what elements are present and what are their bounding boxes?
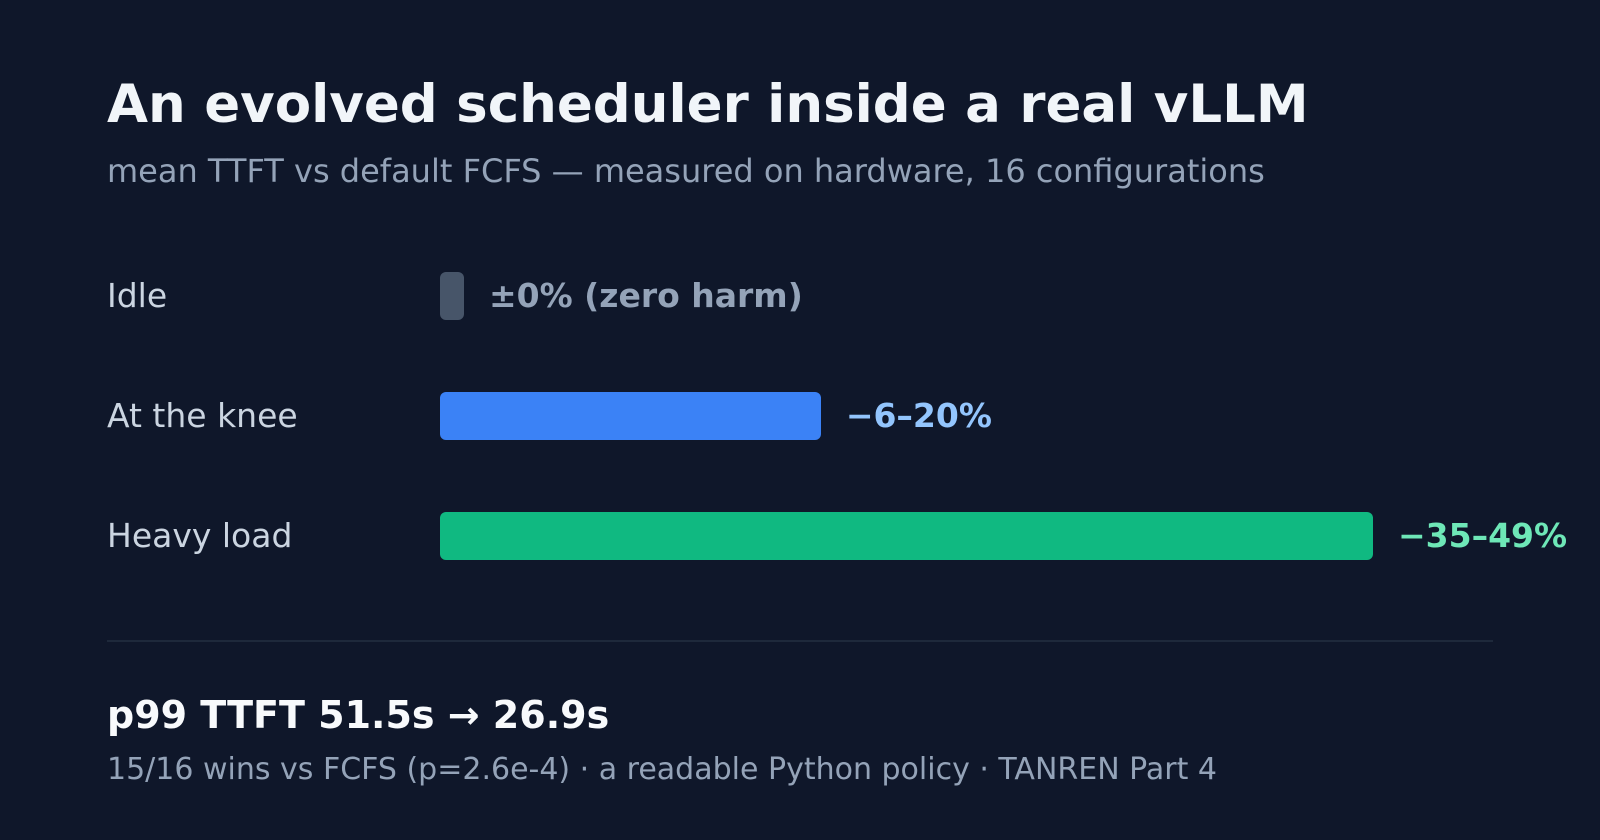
value-label: −6–20% xyxy=(845,396,992,435)
bar xyxy=(440,392,821,440)
chart-subtitle: mean TTFT vs default FCFS — measured on … xyxy=(107,152,1265,190)
category-label: Heavy load xyxy=(107,516,293,555)
bar xyxy=(440,512,1373,560)
bar xyxy=(440,272,464,320)
value-label: ±0% (zero harm) xyxy=(489,276,803,315)
summary-footnote: 15/16 wins vs FCFS (p=2.6e-4) · a readab… xyxy=(107,752,1218,787)
category-label: At the knee xyxy=(107,396,298,435)
value-label: −35–49% xyxy=(1398,516,1568,555)
divider xyxy=(107,640,1493,642)
summary-headline: p99 TTFT 51.5s → 26.9s xyxy=(107,693,610,737)
category-label: Idle xyxy=(107,276,168,315)
chart-title: An evolved scheduler inside a real vLLM xyxy=(107,74,1309,135)
